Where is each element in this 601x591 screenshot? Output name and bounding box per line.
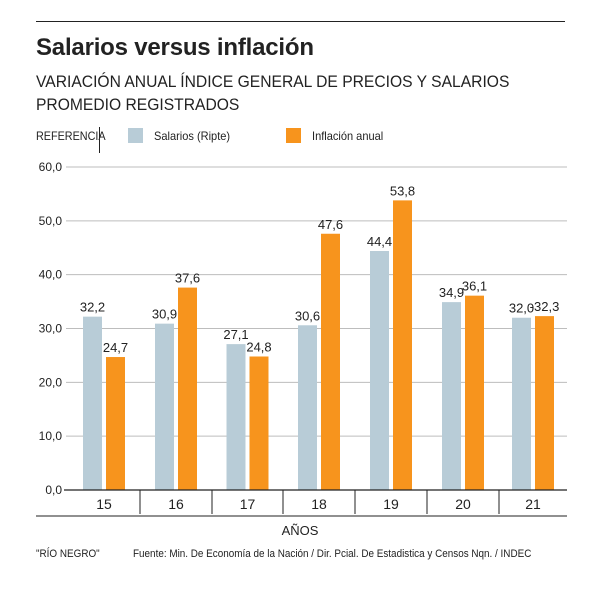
bar-inflacion-19 bbox=[393, 200, 412, 491]
bar-salarios-15 bbox=[83, 316, 102, 490]
x-tick-label: 19 bbox=[383, 496, 399, 512]
bar-inflacion-15 bbox=[106, 357, 125, 490]
data-label: -32,3 bbox=[530, 299, 560, 314]
x-axis-title: AÑOS bbox=[282, 523, 319, 538]
bar-inflacion-20 bbox=[465, 295, 484, 490]
data-label: 37,6 bbox=[175, 271, 200, 286]
y-tick-label: 20,0 bbox=[39, 375, 63, 389]
footer-source: Fuente: Min. De Economía de la Nación / … bbox=[133, 548, 532, 560]
x-tick-label: 16 bbox=[168, 496, 184, 512]
data-label: 53,8 bbox=[390, 183, 415, 198]
data-label: 30,6 bbox=[295, 308, 320, 323]
bar-salarios-18 bbox=[298, 325, 317, 490]
x-tick-label: 18 bbox=[311, 496, 327, 512]
y-tick-label: 60,0 bbox=[39, 160, 63, 174]
y-tick-label: 10,0 bbox=[39, 429, 63, 443]
data-label: 34,9 bbox=[439, 285, 464, 300]
legend-swatch-inflacion bbox=[286, 128, 301, 143]
data-label: 24,7 bbox=[103, 340, 128, 355]
legend-swatch-salarios bbox=[128, 128, 143, 143]
y-tick-label: 40,0 bbox=[39, 268, 63, 282]
bar-inflacion-21 bbox=[535, 316, 554, 490]
x-tick-label: 20 bbox=[455, 496, 471, 512]
data-label: 36,1 bbox=[462, 279, 487, 294]
y-tick-labels: 0,0 10,0 20,0 30,0 40,0 50,0 60,0 bbox=[39, 160, 63, 497]
bar-inflacion-17 bbox=[249, 356, 269, 490]
data-label: 30,9 bbox=[152, 307, 177, 322]
x-tick-label: 21 bbox=[525, 496, 541, 512]
bar-salarios-19 bbox=[370, 250, 389, 490]
data-label: 32,2 bbox=[80, 300, 105, 315]
top-rule bbox=[36, 21, 565, 22]
bar-inflacion-16 bbox=[178, 287, 197, 490]
bar-salarios-20 bbox=[442, 302, 461, 490]
data-label: 47,6 bbox=[318, 217, 343, 232]
x-axis: 15 16 17 18 19 20 21 AÑOS bbox=[36, 489, 567, 538]
bar-chart: 0,0 10,0 20,0 30,0 40,0 50,0 60,0 32,2 24,7 30,9… bbox=[36, 160, 567, 538]
subtitle-line-1: VARIACIÓN ANUAL ÍNDICE GENERAL DE PRECIO… bbox=[36, 72, 510, 91]
bar-salarios-17 bbox=[226, 344, 246, 490]
data-label: 24,8 bbox=[246, 339, 271, 354]
y-tick-label: 50,0 bbox=[39, 214, 63, 228]
chart-title: Salarios versus inflación bbox=[36, 34, 314, 61]
chart-subtitle: VARIACIÓN ANUAL ÍNDICE GENERAL DE PRECIO… bbox=[36, 70, 533, 116]
bar-salarios-21 bbox=[512, 317, 531, 490]
y-tick-label: 30,0 bbox=[39, 322, 63, 336]
legend-separator bbox=[99, 127, 100, 153]
legend-reference-label: REFERENCIA bbox=[36, 129, 106, 143]
data-labels: 32,2 24,7 30,9 37,6 27,124,8 30,6 47,6 44,4 53,8… bbox=[80, 183, 559, 355]
data-label: 32,0 bbox=[509, 301, 534, 316]
bars bbox=[83, 200, 554, 491]
subtitle-line-2: PROMEDIO REGISTRADOS bbox=[36, 95, 240, 114]
bar-inflacion-18 bbox=[321, 233, 340, 490]
x-tick-label: 15 bbox=[96, 496, 112, 512]
footer-credit: "RÍO NEGRO" bbox=[36, 548, 100, 560]
y-tick-label: 0,0 bbox=[45, 483, 62, 497]
x-tick-label: 17 bbox=[240, 496, 256, 512]
data-label: 27,1 bbox=[223, 327, 248, 342]
legend-label-inflacion: Inflación anual bbox=[312, 129, 384, 143]
bar-salarios-16 bbox=[155, 323, 174, 490]
legend-label-salarios: Salarios (Ripte) bbox=[154, 129, 231, 143]
data-label: 44,4 bbox=[367, 234, 392, 249]
